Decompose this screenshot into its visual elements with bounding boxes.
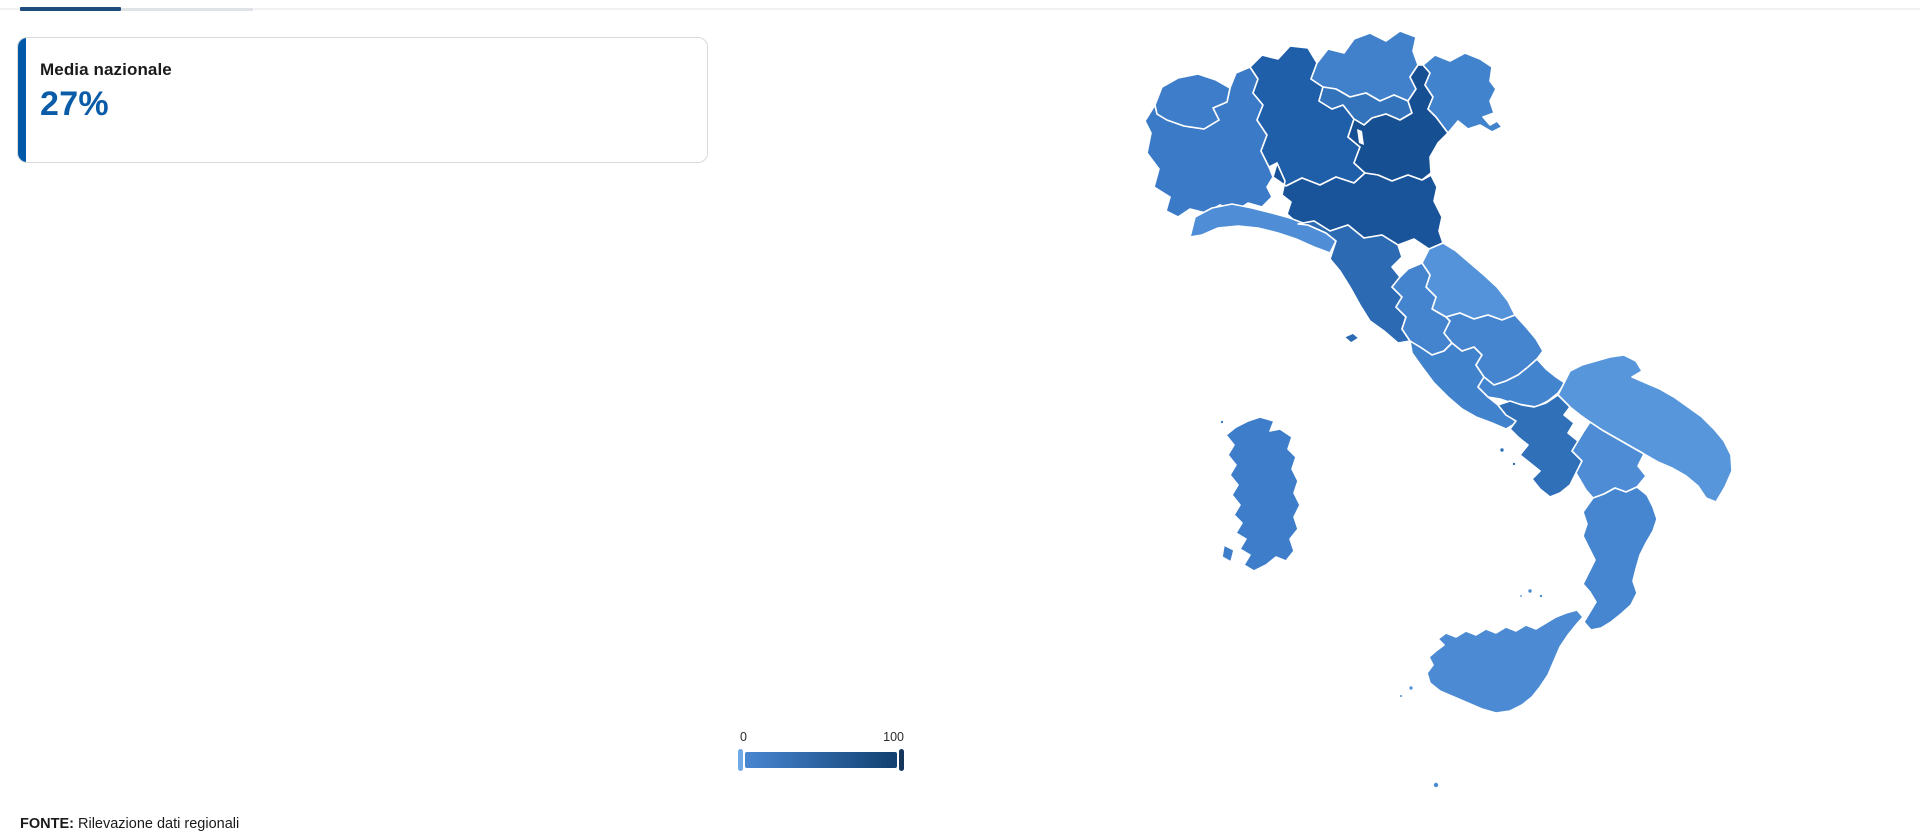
national-average-card: Media nazionale 27% bbox=[17, 37, 708, 163]
legend-max-label: 100 bbox=[883, 730, 904, 744]
lake-garda bbox=[1357, 129, 1364, 145]
region-valle-daosta[interactable] bbox=[1154, 73, 1231, 130]
region-sicilia[interactable] bbox=[1426, 609, 1584, 714]
island-egadi-2[interactable] bbox=[1398, 693, 1404, 699]
tab-underline-track bbox=[0, 7, 1920, 11]
region-friuli-venezia-giulia[interactable] bbox=[1422, 52, 1503, 134]
stat-value: 27% bbox=[40, 85, 109, 123]
island-eolie-1[interactable] bbox=[1526, 587, 1534, 595]
map-legend: 0 100 bbox=[738, 730, 904, 771]
region-calabria[interactable] bbox=[1582, 486, 1658, 631]
region-marche[interactable] bbox=[1421, 242, 1516, 321]
active-tab-indicator[interactable] bbox=[20, 7, 121, 11]
island-ischia[interactable] bbox=[1498, 446, 1506, 454]
island-asinara[interactable] bbox=[1219, 419, 1225, 425]
source-note: FONTE: Rilevazione dati regionali bbox=[20, 816, 239, 832]
island-capri[interactable] bbox=[1511, 461, 1517, 467]
italy-choropleth-map bbox=[1144, 30, 1733, 789]
region-sardegna[interactable] bbox=[1225, 416, 1301, 572]
legend-gradient-bar bbox=[745, 752, 897, 768]
card-accent-bar bbox=[18, 38, 26, 162]
island-elba[interactable] bbox=[1343, 332, 1360, 344]
source-text: Rilevazione dati regionali bbox=[78, 815, 240, 832]
legend-max-handle[interactable] bbox=[899, 749, 904, 771]
legend-min-label: 0 bbox=[740, 730, 747, 744]
island-eolie-3[interactable] bbox=[1518, 593, 1524, 599]
source-prefix: FONTE: bbox=[20, 815, 74, 832]
island-pantelleria[interactable] bbox=[1432, 781, 1440, 789]
stat-label: Media nazionale bbox=[40, 60, 172, 79]
region-campania[interactable] bbox=[1497, 394, 1583, 498]
legend-min-handle[interactable] bbox=[738, 749, 743, 771]
island-eolie-2[interactable] bbox=[1538, 593, 1544, 599]
island-sant-antioco[interactable] bbox=[1221, 544, 1235, 563]
region-veneto[interactable] bbox=[1347, 64, 1449, 182]
inactive-tab-indicator[interactable] bbox=[121, 8, 253, 11]
island-egadi-1[interactable] bbox=[1407, 684, 1415, 692]
